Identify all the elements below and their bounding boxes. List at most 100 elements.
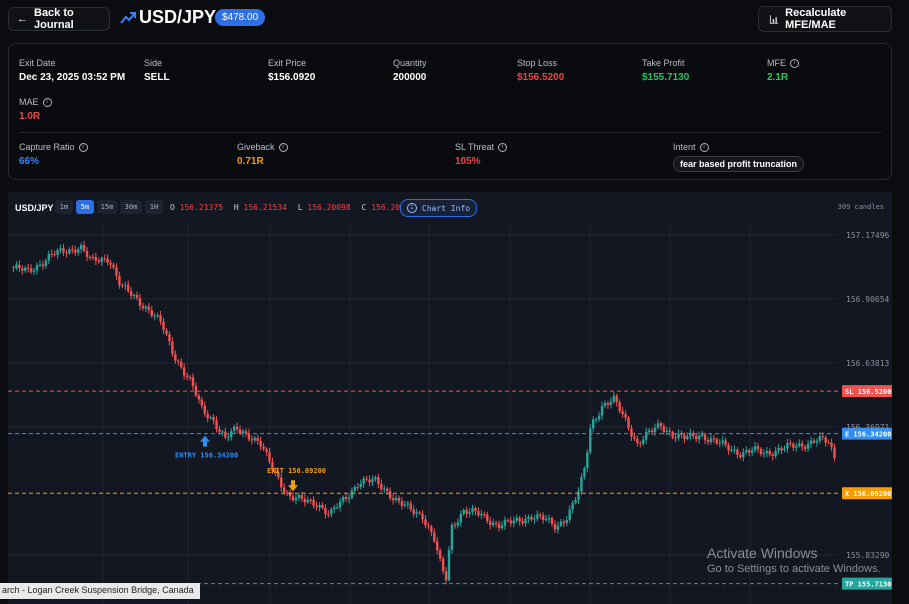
candle-body [415,512,418,514]
info-icon[interactable]: i [42,97,52,107]
candle-body [592,419,595,429]
candle-body [26,267,30,269]
candle-body [815,440,819,443]
candle-body [642,439,645,444]
candle-body [397,497,401,502]
candle-body [827,442,830,444]
candle-body [41,264,45,266]
timeframe-1m-button[interactable]: 1m [55,200,73,214]
candle-body [156,315,159,317]
timeframe-30m-button[interactable]: 30m [120,200,142,214]
exit-price-field: Exit Price $156.0920 [268,58,315,83]
candle-body [509,520,513,524]
candle-body [765,451,769,454]
candle-body [424,519,427,526]
timeframe-15m-button[interactable]: 15m [97,200,117,214]
candle-body [91,256,95,258]
candle-body [327,514,330,516]
candle-body [777,448,780,451]
candle-body [271,461,274,471]
open-label: O [170,203,175,212]
candle-body [677,433,680,438]
candle-body [250,439,254,441]
candle-body [512,520,515,524]
exit-date-label: Exit Date [19,58,56,68]
candle-body [380,483,383,490]
intent-badge: fear based profit truncation [673,156,805,172]
recalculate-mfe-mae-button[interactable]: Recalculate MFE/MAE [758,6,892,32]
candle-body [436,541,439,551]
candle-body [633,436,636,439]
candle-body [238,429,242,434]
candle-body [383,488,386,490]
candle-body [756,446,760,449]
candle-body [742,452,745,458]
candle-body [783,448,786,451]
ohlc-readout: O 156.21375 H 156.21534 L 156.20098 C 15… [170,203,421,212]
candle-body [459,513,462,523]
candle-body [403,504,407,506]
trade-markers: ENTRY 156.34200 EXIT 156.09200 [175,435,326,492]
candle-body [530,516,533,520]
sl-threat-label: SL Threat [455,142,495,152]
candle-body [821,436,824,438]
candle-body [806,444,810,449]
exit-price-label: Exit Price [268,58,307,68]
candle-body [44,260,48,266]
candle-body [391,498,395,501]
candle-body [306,499,309,503]
candle-body [218,429,221,432]
candle-body [347,497,351,500]
take-profit-tag [842,577,892,590]
price-chart[interactable]: USD/JPY 1m 5m 15m 30m 1H O 156.21375 H 1… [8,192,892,604]
candle-body [541,515,545,520]
candle-body [527,516,530,519]
info-icon[interactable]: i [699,142,709,152]
info-icon[interactable]: i [278,142,288,152]
candle-body [359,483,362,488]
candle-body [547,518,551,520]
side-field: Side SELL [144,58,170,83]
candle-body [453,524,457,526]
candle-body [159,315,162,322]
candle-body [100,258,103,263]
back-to-journal-button[interactable]: ← Back to Journal [8,7,110,31]
info-icon[interactable]: i [790,58,799,68]
candle-body [606,403,610,405]
candle-body [386,488,389,492]
info-icon[interactable]: i [78,142,88,152]
candle-body [427,525,430,527]
candle-body [191,377,195,387]
candle-body [188,377,192,379]
timeframe-1h-button[interactable]: 1H [145,200,163,214]
candle-body [686,436,689,439]
info-icon[interactable]: i [498,142,508,152]
timeframe-5m-button[interactable]: 5m [76,200,94,214]
candle-body [109,262,112,265]
close-label: C [361,203,367,212]
chart-info-button[interactable]: i Chart Info [400,199,477,217]
candle-body [203,405,206,414]
exit-date-field: Exit Date Dec 23, 2025 03:52 PM [19,58,125,83]
candle-body [288,492,292,497]
capture-ratio-value: 66% [19,156,40,167]
candle-body [803,446,807,449]
candle-body [594,419,598,421]
candle-body [330,509,333,515]
candle-body [736,449,739,455]
activate-windows-watermark: Activate Windows Go to Settings to activ… [707,545,881,575]
intent-field: Intent i fear based profit truncation [673,142,805,172]
candle-body [433,532,436,542]
candle-body [224,431,227,438]
candle-body [388,491,392,499]
pnl-badge: $478.00 [215,9,266,26]
candlestick-plot[interactable]: SL 156.52000 E 156.34200 X 156.09200 TP 155… [8,192,892,604]
candle-body [780,448,783,451]
candle-body [24,267,27,271]
candle-body [609,401,613,405]
candle-body [818,436,822,441]
candle-body [556,525,560,530]
mfe-label: MFE [767,58,786,68]
candle-body [12,267,15,269]
candle-body [689,432,692,437]
